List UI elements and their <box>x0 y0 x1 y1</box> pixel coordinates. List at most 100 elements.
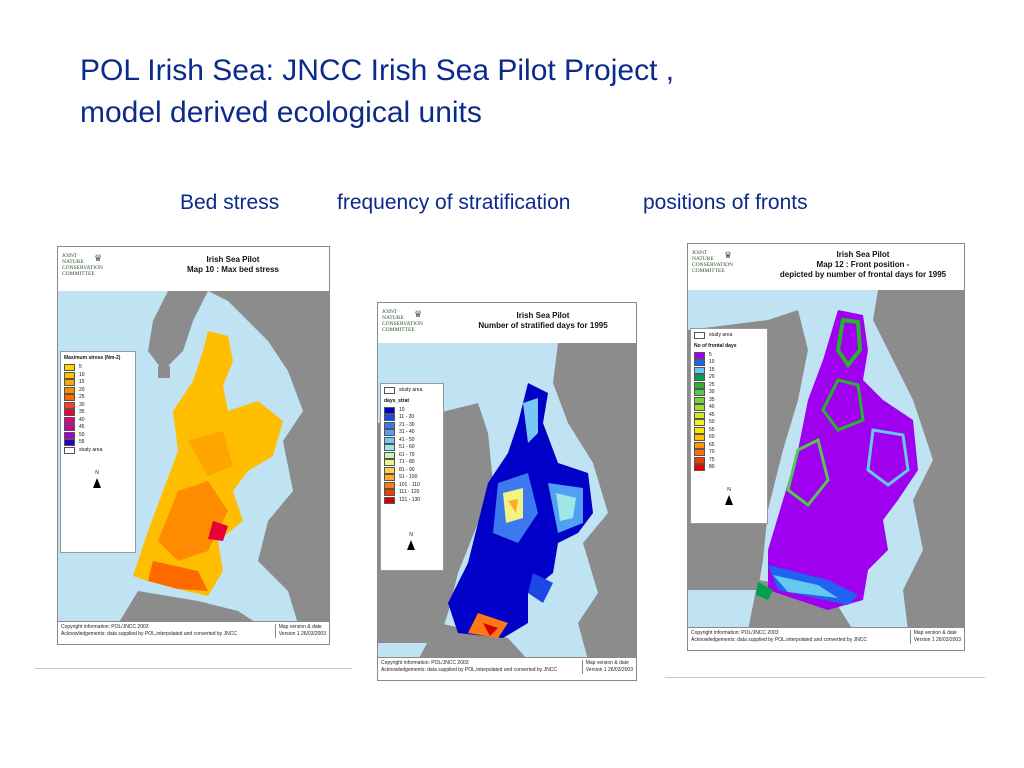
legend-item: 51 - 60 <box>384 444 443 452</box>
jncc-logo: JOINT NATURE CONSERVATION COMMITTEE <box>62 253 104 277</box>
legend-swatch <box>384 474 395 482</box>
legend-swatch <box>694 441 705 449</box>
legend-label: 41 - 50 <box>399 436 415 443</box>
legend-label: 40 <box>79 416 85 423</box>
legend-swatch <box>694 411 705 419</box>
legend-item: 15 <box>64 379 135 387</box>
legend-item: 10 <box>64 371 135 380</box>
legend-swatch <box>64 424 75 432</box>
legend-label: 81 - 90 <box>399 466 415 473</box>
legend-label: 60 <box>709 434 715 441</box>
legend-label: 35 <box>79 409 85 416</box>
legend-label: 50 <box>709 419 715 426</box>
legend-label: 55 <box>709 426 715 433</box>
legend-item: 81 - 90 <box>384 466 443 475</box>
subtitle-fronts: positions of fronts <box>643 191 808 214</box>
map-title: Irish Sea Pilot Map 10 : Max bed stress <box>186 255 280 274</box>
legend-swatch <box>694 456 705 464</box>
legend-item: 20 <box>64 386 135 395</box>
map-footer: Copyright information: POL/JNCC 2003 Ackn… <box>378 657 636 680</box>
legend-label: 55 <box>79 439 85 446</box>
legend-label: 5 <box>709 351 712 358</box>
slide-title: POL Irish Sea: JNCC Irish Sea Pilot Proj… <box>80 50 980 134</box>
legend-item: 5 <box>694 351 767 360</box>
legend-label: 45 <box>709 411 715 418</box>
legend-swatch <box>384 436 395 444</box>
legend-label: 51 - 60 <box>399 444 415 451</box>
legend-item: 25 <box>64 394 135 402</box>
subtitle-stratification: frequency of stratification <box>337 191 571 214</box>
legend-title: Maximum stress (Nm-2) <box>64 355 121 361</box>
subtitle-bed-stress: Bed stress <box>180 191 280 214</box>
legend-label: 11 - 20 <box>399 414 415 421</box>
legend-item: 55 <box>64 439 135 447</box>
legend-item: 20 <box>694 374 767 382</box>
legend-label: 30 <box>709 389 715 396</box>
legend-item: 40 <box>694 404 767 412</box>
legend-item: 60 <box>694 434 767 442</box>
legend-label: 80 <box>709 464 715 471</box>
legend-item: 21 - 30 <box>384 421 443 430</box>
legend-swatch <box>384 406 395 414</box>
legend-item-study-area: study area <box>64 446 135 455</box>
map-header: JOINT NATURE CONSERVATION COMMITTEE ♛ Irish… <box>378 303 636 344</box>
north-arrow-icon: N <box>405 532 417 550</box>
legend-label: 65 <box>709 441 715 448</box>
north-arrow-icon: N <box>91 470 103 488</box>
legend-label: 40 <box>709 404 715 411</box>
map-header: JOINT NATURE CONSERVATION COMMITTEE ♛ Irish… <box>688 244 964 291</box>
map-image <box>58 291 329 624</box>
legend-swatch <box>384 496 395 504</box>
legend-item: 65 <box>694 441 767 450</box>
legend-swatch <box>384 481 395 489</box>
legend-label: 91 - 100 <box>399 474 418 481</box>
map-legend: study area No of frontal days 5 10 15 20 25 3… <box>690 328 768 524</box>
legend-swatch <box>64 371 75 379</box>
legend-item: 61 - 70 <box>384 451 443 460</box>
legend-item: 121 - 130 <box>384 496 443 505</box>
legend-item: 55 <box>694 426 767 435</box>
legend-label: 15 <box>79 379 85 386</box>
legend-label: 101 - 110 <box>399 481 420 488</box>
legend-item: 10 <box>384 406 443 415</box>
jncc-logo: JOINT NATURE CONSERVATION COMMITTEE <box>382 309 424 333</box>
legend-item-study-area: study area <box>384 387 443 395</box>
legend-item: 5 <box>64 364 135 372</box>
legend-swatch <box>64 379 75 387</box>
slide-title-line1: POL Irish Sea: JNCC Irish Sea Pilot Proj… <box>80 54 675 87</box>
legend-label: 25 <box>709 381 715 388</box>
crown-icon: ♛ <box>414 309 423 319</box>
legend-swatch <box>64 439 75 447</box>
map-legend: Maximum stress (Nm-2) 5 10 15 20 25 30 35 40 45 5… <box>60 351 136 553</box>
legend-swatch <box>64 364 75 372</box>
map-title: Irish Sea Pilot Number of stratified days… <box>478 311 608 330</box>
legend-swatch <box>694 359 705 367</box>
map-legend: study area days_strat 10 11 - 20 21 - 30 31… <box>380 383 444 571</box>
legend-swatch <box>64 416 75 424</box>
legend-swatch <box>64 401 75 409</box>
legend-label: 50 <box>79 431 85 438</box>
legend-item: 30 <box>64 401 135 410</box>
legend-swatch <box>384 466 395 474</box>
map-footer: Copyright information: POL/JNCC 2003 Ackn… <box>688 627 964 650</box>
legend-item: 30 <box>694 389 767 397</box>
legend-title: days_strat <box>384 397 410 404</box>
legend-item: 50 <box>694 419 767 427</box>
legend-item: 91 - 100 <box>384 474 443 482</box>
legend-title: No of frontal days <box>694 342 737 349</box>
legend-label: 20 <box>79 386 85 393</box>
legend-item: 40 <box>64 416 135 425</box>
legend-item-study-area: study area <box>694 332 767 340</box>
legend-swatch <box>694 464 705 472</box>
legend-item: 35 <box>64 409 135 417</box>
legend-label: 30 <box>79 401 85 408</box>
legend-label: 70 <box>709 449 715 456</box>
legend-swatch <box>384 414 395 422</box>
legend-label: 121 - 130 <box>399 496 421 503</box>
legend-label: 61 - 70 <box>399 451 415 458</box>
legend-swatch <box>64 409 75 417</box>
legend-item: 11 - 20 <box>384 414 443 422</box>
legend-item: 111 - 120 <box>384 489 443 497</box>
legend-swatch <box>384 429 395 437</box>
legend-label: 10 <box>399 406 405 413</box>
